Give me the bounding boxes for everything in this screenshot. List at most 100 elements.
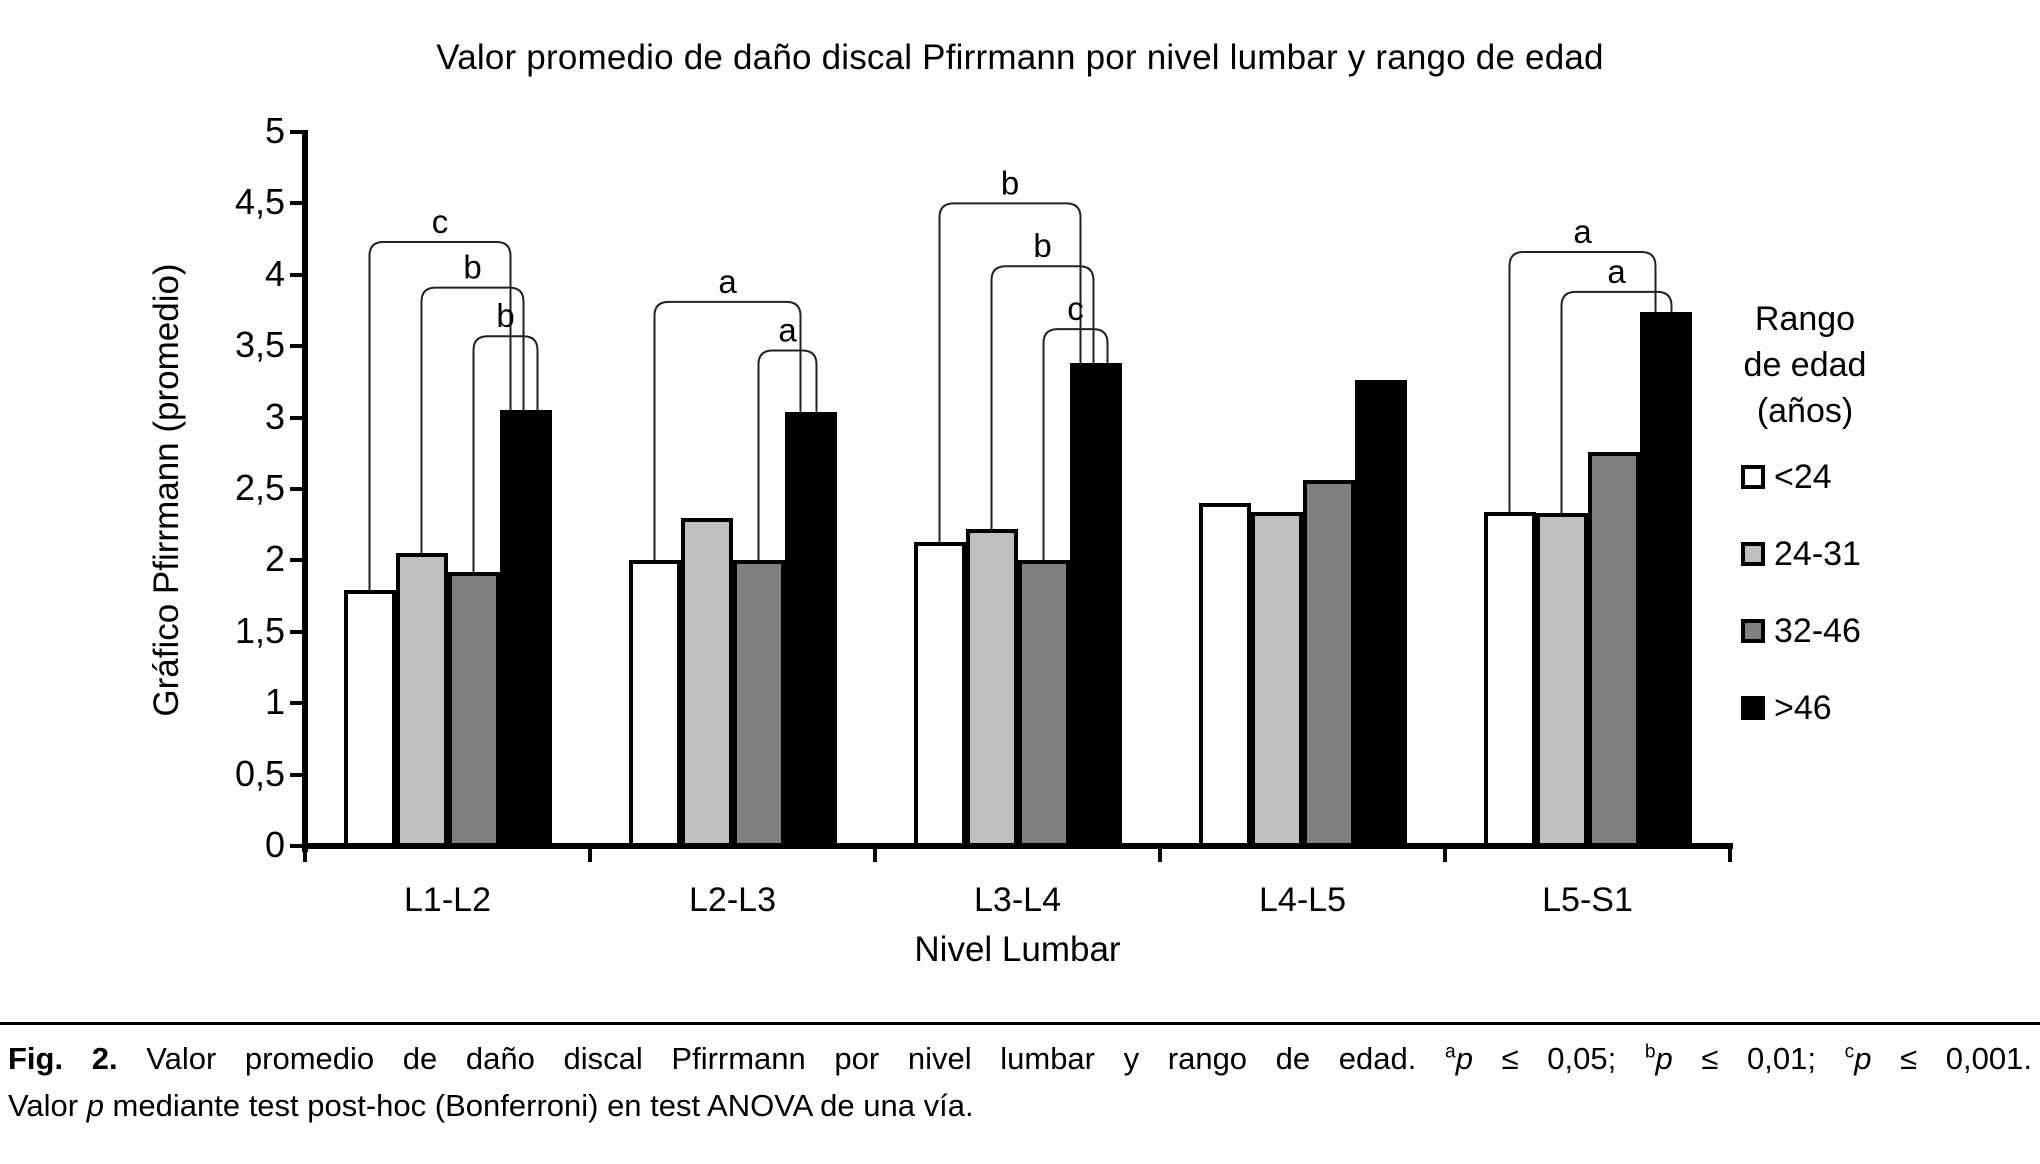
x-tick: [303, 849, 307, 862]
bracket-letter: b: [496, 297, 514, 334]
caption-segment: p: [86, 1088, 104, 1123]
legend-label: >46: [1774, 689, 1832, 727]
bar-L3-L4-24-31: [965, 528, 1018, 849]
legend-title-line: (años): [1756, 392, 1854, 430]
y-tick: [290, 844, 303, 848]
x-category-label: L1-L2: [404, 881, 491, 919]
caption-segment: p: [1854, 1041, 1872, 1076]
bar-L1-L2-<24: [343, 590, 396, 849]
y-tick-label: 0,5: [234, 752, 285, 794]
y-tick: [290, 415, 303, 420]
x-tick: [588, 849, 592, 862]
y-axis-line: [302, 130, 308, 852]
caption-segment: p: [1655, 1041, 1673, 1076]
bracket-L1-L2-c: [368, 240, 512, 591]
y-tick-label: 1: [264, 681, 285, 723]
caption-line-2: Valor p mediante test post-hoc (Bonferro…: [8, 1082, 2032, 1129]
bracket-L2-L3-a: [653, 300, 802, 561]
bracket-letter: b: [1001, 164, 1019, 201]
bracket-L5-S1-a: [1560, 290, 1673, 514]
bar-L4-L5->46: [1354, 380, 1407, 849]
legend-swatch-icon: [1741, 542, 1765, 566]
bracket-L3-L4-b: [938, 202, 1082, 542]
bar-L5-S1-24-31: [1535, 513, 1588, 849]
caption-segment: p: [1455, 1041, 1473, 1076]
bar-L3-L4-<24: [913, 541, 966, 849]
x-tick: [1158, 849, 1162, 862]
y-tick: [290, 272, 303, 277]
y-tick-label: 3: [264, 395, 285, 437]
y-tick-label: 3,5: [234, 324, 285, 366]
legend-label: <24: [1774, 458, 1832, 496]
bar-L4-L5-32-46: [1302, 480, 1355, 849]
bracket-L3-L4-b: [990, 265, 1095, 529]
bracket-letter: c: [432, 203, 449, 240]
x-category-label: L2-L3: [689, 881, 776, 919]
x-tick: [1443, 849, 1447, 862]
legend-label: 32-46: [1774, 612, 1861, 650]
y-tick: [290, 558, 303, 563]
chart-title: Valor promedio de daño discal Pfirrmann …: [436, 38, 1604, 77]
y-tick-label: 0: [264, 824, 285, 865]
y-tick: [290, 344, 303, 349]
bracket-L1-L2-b: [472, 335, 539, 572]
bar-L3-L4-32-46: [1017, 560, 1070, 849]
caption-segment: ≤ 0,001.: [1871, 1041, 2032, 1076]
y-tick-label: 4,5: [234, 181, 285, 223]
legend-swatch-icon: [1741, 619, 1765, 643]
y-tick-label: 2: [264, 538, 285, 580]
bracket-L1-L2-b: [420, 286, 525, 554]
y-tick: [290, 487, 303, 491]
y-tick: [290, 701, 303, 706]
bracket-L2-L3-a: [757, 349, 818, 561]
x-axis-title: Nivel Lumbar: [914, 930, 1121, 969]
caption-segment: b: [1644, 1041, 1656, 1063]
caption-segment: Valor promedio de daño discal Pfirrmann …: [117, 1041, 1446, 1076]
legend-swatch-icon: [1741, 696, 1765, 720]
legend-item-<24: <24: [1741, 458, 1832, 496]
bracket-letter: a: [1607, 253, 1626, 290]
y-tick-label: 5: [264, 110, 285, 151]
caption-line-1: Fig. 2. Valor promedio de daño discal Pf…: [8, 1035, 2032, 1082]
bar-L4-L5-24-31: [1250, 511, 1303, 849]
x-category-label: L5-S1: [1542, 881, 1633, 919]
y-tick-label: 2,5: [234, 467, 285, 508]
legend-swatch-icon: [1741, 465, 1765, 489]
bracket-letter: b: [463, 249, 481, 286]
y-tick-label: 4: [264, 252, 285, 294]
x-tick: [873, 849, 877, 862]
y-tick: [290, 629, 303, 634]
y-tick: [290, 772, 303, 777]
bracket-letter: a: [1573, 213, 1592, 250]
bracket-letter: a: [778, 311, 797, 348]
bar-L4-L5-<24: [1198, 503, 1251, 849]
bar-L2-L3-32-46: [732, 560, 785, 849]
x-category-label: L3-L4: [974, 881, 1061, 919]
bracket-L5-S1-a: [1508, 250, 1657, 512]
bracket-letter: a: [718, 263, 737, 300]
bracket-L3-L4-c: [1042, 328, 1109, 561]
bracket-letter: c: [1067, 290, 1084, 327]
legend-title: Rango de edad (años): [1700, 296, 1910, 434]
bar-L5-S1->46: [1639, 311, 1692, 849]
bracket-letter: b: [1033, 227, 1051, 264]
caption-segment: mediante test post-hoc (Bonferroni) en t…: [103, 1088, 974, 1123]
bar-L2-L3->46: [784, 411, 837, 849]
caption-segment: a: [1445, 1041, 1456, 1063]
legend-label: 24-31: [1774, 535, 1861, 573]
bar-L1-L2-32-46: [447, 571, 500, 849]
caption-segment: ≤ 0,01;: [1672, 1041, 1845, 1076]
x-axis-line: [302, 843, 1733, 849]
legend-item-24-31: 24-31: [1741, 535, 1861, 573]
caption-segment: c: [1844, 1041, 1855, 1063]
bar-L3-L4->46: [1069, 363, 1122, 849]
y-tick: [290, 201, 303, 206]
bar-L5-S1-32-46: [1587, 451, 1640, 849]
bar-L1-L2->46: [499, 410, 552, 849]
legend-title-line: de edad: [1743, 346, 1867, 384]
bar-L2-L3-24-31: [680, 517, 733, 849]
legend-item-32-46: 32-46: [1741, 612, 1861, 650]
legend-title-line: Rango: [1754, 300, 1856, 338]
